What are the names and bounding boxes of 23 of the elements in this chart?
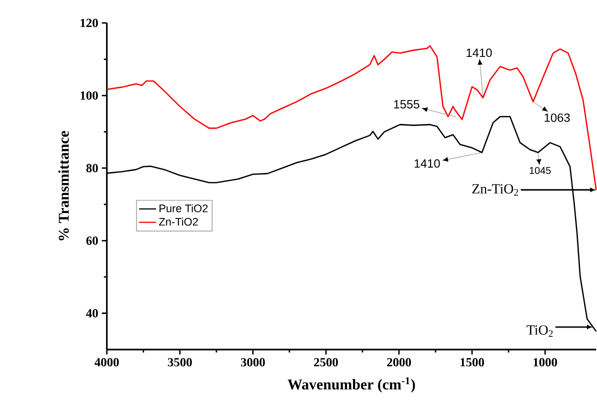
x-tick-label: 4000	[94, 358, 119, 366]
y-tick-label: 120	[80, 18, 98, 27]
annotation: Zn-TiO$_{2}$	[472, 184, 518, 196]
annotation: 1045	[530, 166, 551, 174]
x-tick-label: 3500	[168, 358, 192, 366]
x-tick-label: 2000	[387, 358, 411, 366]
annotation: 1410	[466, 48, 492, 57]
y-tick-label: 100	[80, 91, 98, 100]
y-tick-label: 80	[86, 164, 98, 172]
annotation: 1410	[414, 159, 440, 168]
annotation: 1555	[394, 100, 420, 108]
annotation: 1063	[544, 113, 570, 122]
legend-label: Pure TiO2	[160, 204, 208, 212]
y-axis-title: % Transmittance	[58, 130, 69, 240]
x-tick-label: 1000	[534, 358, 558, 366]
y-tick-label: 60	[86, 236, 98, 245]
x-tick-label: 1500	[460, 358, 484, 366]
x-axis-title: Wavenumber (cm$^{-1}$)	[288, 377, 415, 392]
x-tick-label: 2500	[314, 358, 338, 366]
x-tick-label: 3000	[240, 358, 265, 366]
legend-label: Zn-TiO2	[159, 217, 198, 226]
annotation: TiO$_{2}$	[526, 325, 553, 336]
y-tick-label: 40	[86, 308, 98, 318]
